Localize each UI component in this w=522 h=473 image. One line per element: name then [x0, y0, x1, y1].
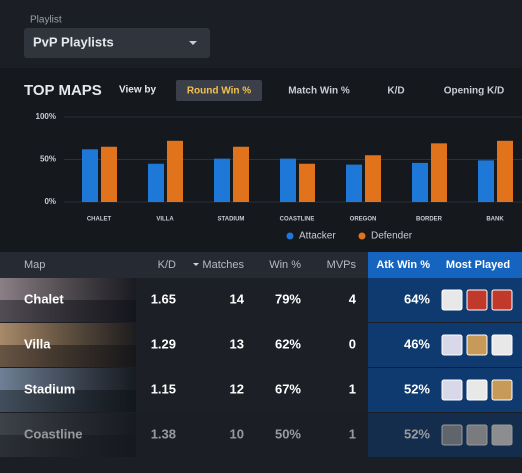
legend-swatch	[358, 232, 366, 240]
bar	[148, 163, 164, 202]
operator-icon	[466, 424, 488, 446]
cell: 1	[349, 381, 356, 396]
table-row[interactable]: Stadium 1.15 12 67% 1 52%	[0, 368, 522, 412]
cell: 64%	[404, 291, 430, 306]
bar	[497, 140, 513, 202]
playlist-value: PvP Playlists	[33, 34, 114, 49]
view-tab[interactable]: Round Win %	[187, 86, 251, 97]
y-tick-label: 100%	[36, 112, 56, 121]
operator-icon	[441, 334, 463, 356]
operator-icon	[466, 334, 488, 356]
operator-icon	[441, 289, 463, 311]
column-header[interactable]: Atk Win %	[376, 259, 430, 271]
legend-label: Attacker	[299, 231, 336, 242]
table-row[interactable]: Villa 1.29 13 62% 0 46%	[0, 323, 522, 367]
cell: 13	[230, 336, 244, 351]
bar	[478, 160, 494, 202]
dropdown-arrow	[189, 41, 197, 45]
y-tick-label: 50%	[40, 155, 56, 164]
operator-icon	[491, 289, 513, 311]
column-header[interactable]: Matches	[202, 259, 244, 271]
cell: 0	[349, 336, 356, 351]
map-thumbnail-fade	[0, 368, 136, 412]
cell: 67%	[275, 381, 301, 396]
view-tab[interactable]: Opening K/D	[444, 86, 505, 97]
playlist-dropdown[interactable]	[24, 28, 210, 58]
cell: 79%	[275, 291, 301, 306]
x-tick-label: BORDER	[416, 217, 443, 223]
active-tab[interactable]	[176, 80, 262, 101]
bar	[167, 140, 183, 202]
cell: 1.29	[151, 336, 176, 351]
cell: Chalet	[24, 291, 64, 306]
cell: 12	[230, 381, 244, 396]
map-thumbnail-fade	[0, 278, 136, 322]
column-header[interactable]: Most Played	[446, 259, 510, 271]
cell: 46%	[404, 336, 430, 351]
view-tab[interactable]: K/D	[387, 86, 404, 97]
map-thumbnail-fade	[0, 413, 136, 457]
table-row[interactable]: Coastline 1.38 10 50% 1 52%	[0, 413, 522, 457]
bar	[82, 149, 98, 202]
bar	[214, 158, 230, 202]
bar	[346, 164, 362, 202]
operator-icon	[441, 379, 463, 401]
cell: 1	[349, 426, 356, 441]
bar	[431, 143, 447, 202]
x-tick-label: BANK	[486, 217, 504, 223]
legend-swatch	[286, 232, 294, 240]
cell: 62%	[275, 336, 301, 351]
operator-icon	[491, 424, 513, 446]
x-tick-label: COASTLINE	[280, 217, 315, 223]
cell: 14	[230, 291, 245, 306]
table-row[interactable]: Chalet 1.65 14 79% 4 64%	[0, 278, 522, 322]
cell: 1.65	[151, 291, 176, 306]
cell: 10	[230, 426, 244, 441]
x-tick-label: CHALET	[87, 217, 112, 223]
atk-header	[368, 252, 522, 278]
cell: 1.15	[151, 381, 176, 396]
x-tick-label: STADIUM	[218, 217, 245, 223]
playlist-label: Playlist	[30, 15, 62, 26]
cell: 4	[349, 291, 357, 306]
section-title: TOP MAPS	[24, 82, 102, 99]
bar	[101, 146, 117, 202]
x-tick-label: VILLA	[156, 217, 174, 223]
bar	[412, 162, 428, 202]
column-header: Map	[24, 259, 45, 271]
cell: Coastline	[24, 426, 83, 441]
operator-icon	[491, 379, 513, 401]
cell: 1.38	[151, 426, 176, 441]
cell: 52%	[404, 381, 430, 396]
bar	[365, 155, 381, 202]
operator-icon	[491, 334, 513, 356]
view-tab[interactable]: Match Win %	[288, 86, 350, 97]
cell: 50%	[275, 426, 301, 441]
bar	[299, 163, 315, 202]
column-header[interactable]: MVPs	[327, 259, 357, 271]
map-thumbnail-fade	[0, 323, 136, 367]
x-tick-label: OREGON	[350, 217, 377, 223]
column-header[interactable]: K/D	[158, 259, 176, 271]
operator-icon	[441, 424, 463, 446]
column-header[interactable]: Win %	[269, 259, 301, 271]
operator-icon	[466, 379, 488, 401]
cell: 52%	[404, 426, 430, 441]
bar	[280, 158, 296, 202]
view-by-label: View by	[119, 85, 156, 96]
sort-arrow	[193, 263, 199, 266]
y-tick-label: 0%	[44, 197, 56, 206]
cell: Villa	[24, 336, 51, 351]
bar	[233, 146, 249, 202]
legend-label: Defender	[371, 231, 413, 242]
operator-icon	[466, 289, 488, 311]
cell: Stadium	[24, 381, 75, 396]
